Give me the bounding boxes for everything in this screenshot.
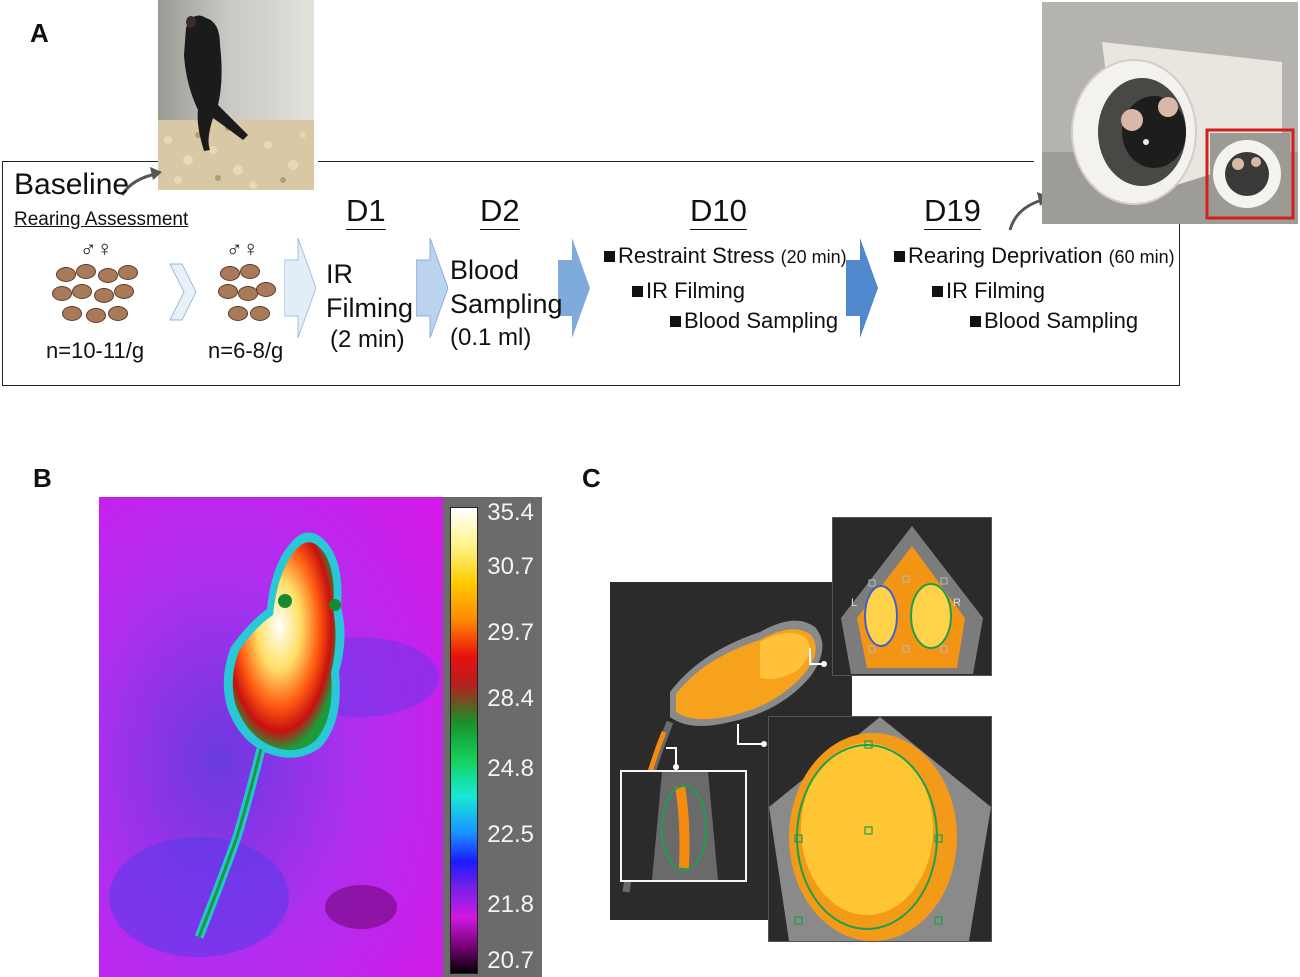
n-group-2: n=6-8/g bbox=[208, 338, 284, 363]
day-d19-label: D19 bbox=[924, 193, 981, 228]
d19-item-2: IR Filming bbox=[932, 278, 1045, 304]
mouse-group-2-icon bbox=[216, 262, 276, 332]
d10-item-1: Restraint Stress (20 min) bbox=[604, 243, 847, 269]
colorbar-tick-2: 29.7 bbox=[487, 619, 534, 646]
colorbar-tick-4: 24.8 bbox=[487, 755, 534, 782]
arrow-3-icon bbox=[558, 238, 590, 338]
roi-connectors bbox=[666, 648, 827, 770]
timeline-box bbox=[2, 161, 1180, 386]
d2-line-1: Blood bbox=[450, 255, 520, 285]
colorbar-tick-3: 28.4 bbox=[487, 685, 534, 712]
tube-restraint-photo bbox=[1042, 2, 1298, 224]
colorbar-tick-1: 30.7 bbox=[487, 553, 534, 580]
timeline-top-border bbox=[318, 161, 1034, 162]
d2-line-3: (0.1 ml) bbox=[450, 324, 532, 351]
day-d10-label: D10 bbox=[690, 193, 747, 228]
d10-item-3: Blood Sampling bbox=[670, 308, 838, 334]
colorbar-tick-0: 35.4 bbox=[487, 499, 534, 526]
colorbar-tick-7: 20.7 bbox=[487, 947, 534, 974]
panel-label-c: C bbox=[582, 463, 601, 493]
d1-line-2: Filming bbox=[326, 293, 414, 323]
roi-tail-inset bbox=[620, 770, 747, 882]
panel-label-b: B bbox=[33, 463, 52, 493]
rearing-mouse-photo bbox=[158, 0, 314, 190]
roi-label-left: L bbox=[851, 597, 857, 609]
d10-item-2: IR Filming bbox=[632, 278, 745, 304]
colorbar: 35.4 30.7 29.7 28.4 24.8 22.5 21.8 20.7 bbox=[443, 497, 542, 977]
d19-item-3: Blood Sampling bbox=[970, 308, 1138, 334]
day-d1-label: D1 bbox=[346, 193, 386, 228]
n-group-1: n=10-11/g bbox=[46, 338, 145, 363]
roi-head-inset: L R bbox=[832, 517, 992, 676]
roi-body-inset bbox=[768, 716, 992, 942]
d19-item-1: Rearing Deprivation (60 min) bbox=[894, 243, 1175, 269]
baseline-title: Baseline bbox=[14, 168, 130, 201]
mouse-group-1-icon bbox=[48, 262, 148, 332]
colorbar-gradient bbox=[450, 507, 478, 974]
day-d2-label: D2 bbox=[480, 193, 520, 228]
d1-line-1: IR bbox=[326, 259, 353, 289]
thermal-image bbox=[99, 497, 443, 977]
d1-line-3: (2 min) bbox=[330, 326, 405, 353]
colorbar-tick-5: 22.5 bbox=[487, 821, 534, 848]
baseline-arrow bbox=[120, 167, 162, 196]
colorbar-tick-6: 21.8 bbox=[487, 891, 534, 918]
arrow-1-icon bbox=[284, 238, 316, 338]
panel-label-a: A bbox=[30, 18, 49, 48]
chevron-icon bbox=[169, 263, 197, 321]
timeline-top-border-left bbox=[2, 161, 160, 162]
sex-symbols-2: ♂♀ bbox=[226, 236, 259, 261]
rearing-assessment-label: Rearing Assessment bbox=[14, 209, 189, 230]
d2-line-2: Sampling bbox=[450, 289, 563, 319]
arrow-4-icon bbox=[846, 238, 878, 338]
roi-label-right: R bbox=[953, 597, 961, 609]
sex-symbols-1: ♂♀ bbox=[80, 236, 113, 261]
arrow-2-icon bbox=[416, 238, 448, 338]
